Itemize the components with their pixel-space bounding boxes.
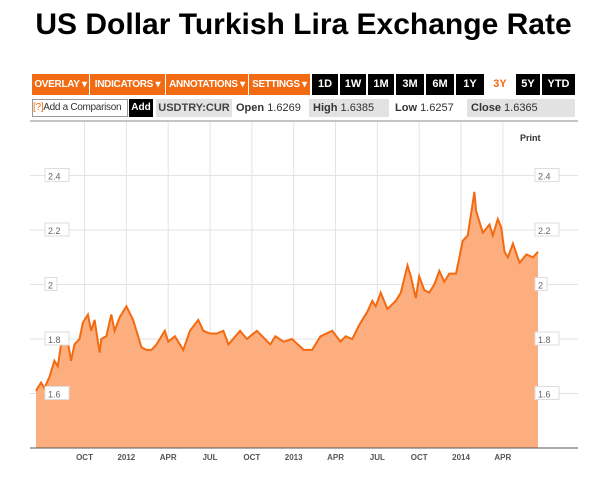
- y-tick-label-right: 2: [538, 281, 543, 291]
- x-tick-label: OCT: [243, 453, 260, 462]
- y-tick-label-left: 1.8: [48, 335, 61, 345]
- y-tick-box: [534, 386, 560, 400]
- close-label: Close: [471, 102, 501, 114]
- y-tick-label-left: 2: [48, 281, 53, 291]
- y-tick-box: [44, 222, 70, 237]
- page-title: US Dollar Turkish Lira Exchange Rate: [35, 8, 572, 41]
- x-tick-label: JUL: [370, 453, 385, 462]
- open-value: 1.6269: [267, 102, 301, 114]
- range-1m[interactable]: 1M: [368, 74, 394, 95]
- price-line: [35, 191, 539, 392]
- indicators-menu[interactable]: INDICATORS ▾: [90, 74, 165, 95]
- y-tick-label-right: 2.4: [538, 172, 551, 182]
- close-value: 1.6365: [504, 102, 538, 114]
- area-fill: [36, 191, 538, 448]
- y-tick-label-right: 1.8: [538, 335, 551, 345]
- symbol-label: USDTRY:CUR: [156, 99, 232, 117]
- y-tick-label-left: 2.2: [48, 226, 61, 236]
- x-tick-label: 2014: [452, 453, 470, 462]
- y-tick-box: [534, 222, 560, 237]
- range-5y[interactable]: 5Y: [516, 74, 540, 95]
- x-tick-label: 2013: [285, 453, 303, 462]
- comparison-input[interactable]: [?]Add a Comparison: [32, 99, 128, 117]
- settings-menu[interactable]: SETTINGS ▾: [249, 74, 310, 95]
- x-tick-label: OCT: [76, 453, 93, 462]
- y-tick-box: [44, 277, 58, 291]
- y-tick-box: [534, 168, 560, 182]
- x-tick-label: APR: [494, 453, 511, 462]
- y-tick-box: [534, 277, 548, 291]
- overlay-menu[interactable]: OVERLAY ▾: [32, 74, 89, 95]
- x-tick-label: APR: [160, 453, 177, 462]
- x-tick-label: APR: [327, 453, 344, 462]
- low-label: Low: [395, 102, 417, 114]
- y-tick-box: [44, 168, 70, 182]
- range-ytd[interactable]: YTD: [542, 74, 575, 95]
- range-1y[interactable]: 1Y: [456, 74, 484, 95]
- y-tick-box: [44, 331, 70, 346]
- y-tick-box: [44, 386, 70, 400]
- range-1d[interactable]: 1D: [312, 74, 338, 95]
- open-label: Open: [236, 102, 265, 114]
- comparison-placeholder: Add a Comparison: [43, 102, 122, 113]
- range-3y[interactable]: 3Y: [487, 74, 513, 95]
- add-button[interactable]: Add: [129, 99, 153, 117]
- y-tick-label-left: 1.6: [48, 390, 61, 400]
- range-1w[interactable]: 1W: [340, 74, 366, 95]
- range-6m[interactable]: 6M: [426, 74, 454, 95]
- x-tick-label: OCT: [411, 453, 428, 462]
- x-tick-label: JUL: [202, 453, 217, 462]
- y-tick-label-right: 1.6: [538, 390, 551, 400]
- high-value: 1.6385: [340, 102, 375, 114]
- help-icon[interactable]: [?]: [33, 102, 44, 113]
- y-tick-label-right: 2.2: [538, 226, 551, 236]
- high-label: High: [313, 102, 338, 114]
- y-tick-label-left: 2.4: [48, 172, 61, 182]
- range-3m[interactable]: 3M: [396, 74, 424, 95]
- annotations-menu[interactable]: ANNOTATIONS ▾: [166, 74, 248, 95]
- low-value: 1.6257: [420, 102, 454, 114]
- print-button[interactable]: Print: [520, 133, 541, 143]
- x-tick-label: 2012: [117, 453, 135, 462]
- y-tick-box: [534, 331, 560, 346]
